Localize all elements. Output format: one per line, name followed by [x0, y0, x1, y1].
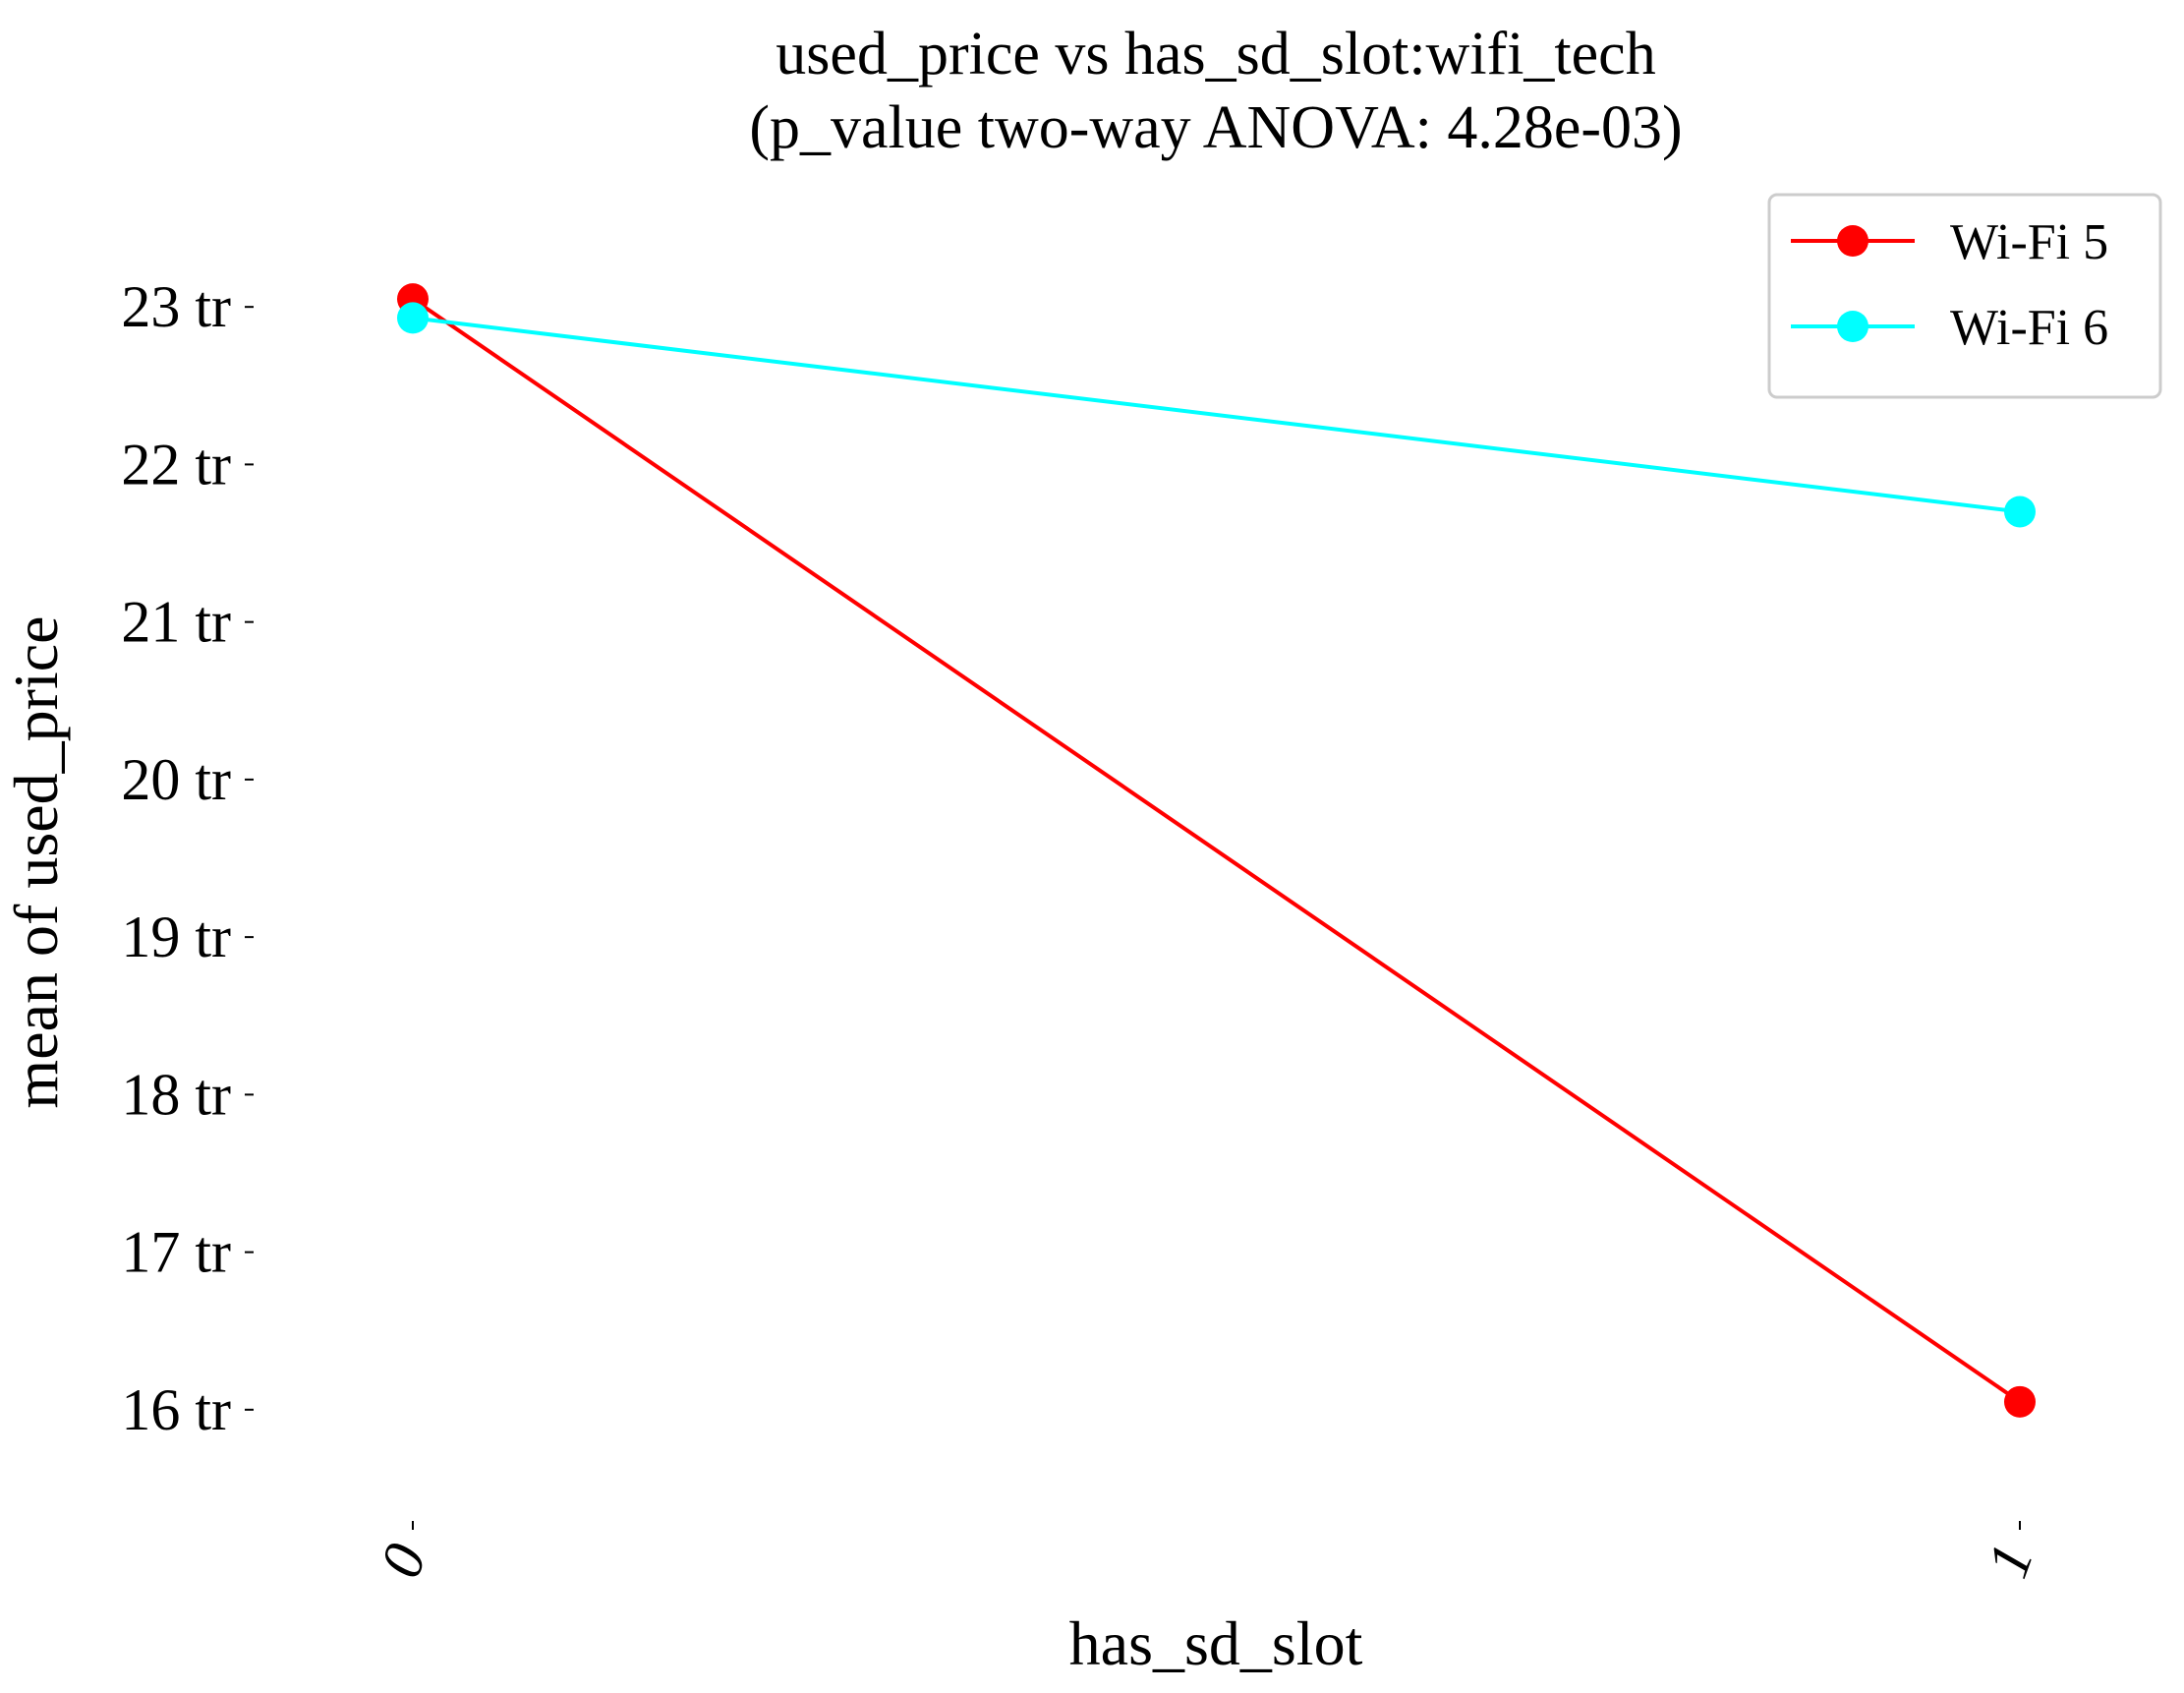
y-tick-label: 21 tr [121, 590, 231, 655]
x-axis-label: has_sd_slot [1069, 1608, 1363, 1678]
legend-label: Wi-Fi 5 [1950, 214, 2108, 270]
x-tick-label: 1 [1975, 1536, 2045, 1586]
y-tick-label: 22 tr [121, 432, 231, 496]
y-tick-label: 18 tr [121, 1062, 231, 1127]
chart-title: used_price vs has_sd_slot:wifi_tech [776, 21, 1655, 88]
x-tick-label: 0 [368, 1536, 438, 1586]
series-layer [397, 283, 2036, 1418]
legend: Wi-Fi 5 Wi-Fi 6 [1767, 193, 2162, 399]
y-tick-label: 20 tr [121, 747, 231, 812]
legend-marker [1837, 225, 1868, 257]
y-tick-label: 17 tr [121, 1220, 231, 1285]
series [397, 302, 2036, 528]
data-point [397, 302, 429, 334]
y-tick-label: 16 tr [121, 1377, 231, 1442]
series [397, 283, 2036, 1418]
chart-subtitle: (p_value two-way ANOVA: 4.28e-03) [749, 94, 1682, 161]
y-axis-label: mean of used_price [1, 615, 71, 1108]
data-point [2004, 496, 2036, 528]
y-axis: 16 tr 17 tr 18 tr 19 tr 20 tr 21 tr 22 tr 23 tr [121, 274, 254, 1442]
legend-marker [1837, 311, 1868, 342]
legend-label: Wi-Fi 6 [1950, 300, 2108, 356]
data-point [2004, 1385, 2036, 1418]
y-tick-label: 23 tr [121, 274, 231, 339]
y-tick-label: 19 tr [121, 905, 231, 969]
series-line [411, 297, 2022, 1404]
series-line [412, 316, 2021, 514]
